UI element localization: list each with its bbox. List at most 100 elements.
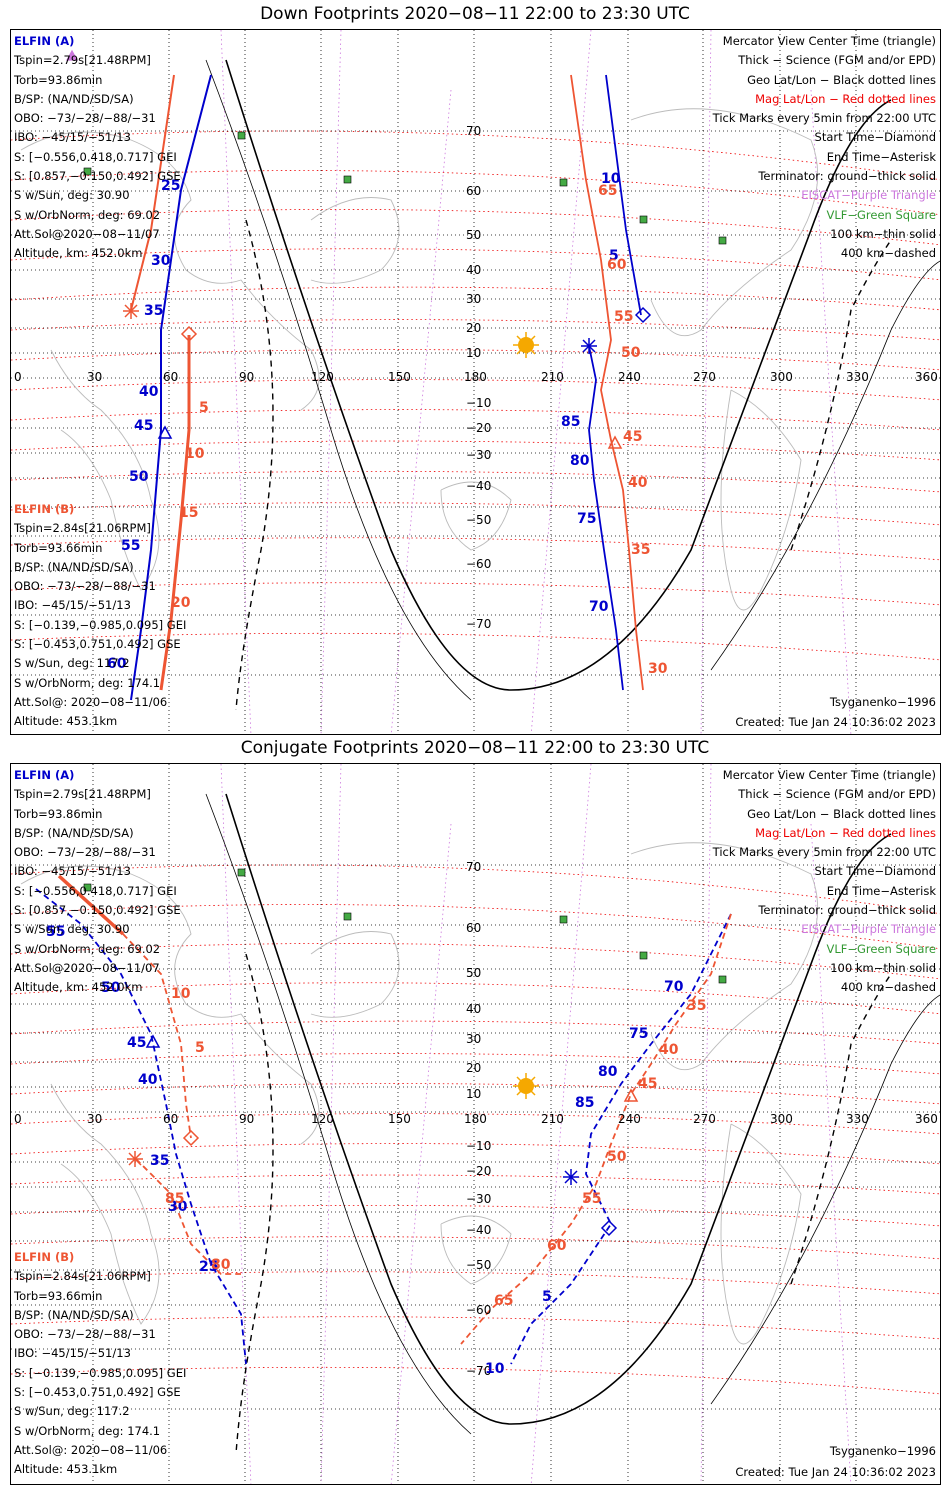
lat-tick: −10 <box>466 1139 492 1153</box>
info-line: S w/Sun, deg: 117.2 <box>14 656 130 671</box>
start-diamond-b <box>180 325 198 343</box>
legend-item: End Time−Asterisk <box>826 149 936 164</box>
lon-tick: 30 <box>87 1112 103 1126</box>
created-label: Created: Tue Jan 24 10:36:02 2023 <box>735 1465 936 1479</box>
track-label-b: 40 <box>659 1042 679 1058</box>
track-label-b: 60 <box>607 257 627 273</box>
legend-item: Geo Lat/Lon − Black dotted lines <box>747 806 936 821</box>
legend-item: Geo Lat/Lon − Black dotted lines <box>747 72 936 87</box>
vlf-stations <box>83 868 727 984</box>
elfin-a-track-right <box>588 74 642 691</box>
legend-item: 100 km−thin solid <box>830 960 936 975</box>
lat-tick: −40 <box>466 1223 492 1237</box>
elfin-a-track-right <box>510 913 732 1365</box>
info-line: S: [−0.453,0.751,0.492] GSE <box>14 637 181 652</box>
track-label-b: 65 <box>494 1293 514 1309</box>
track-label-a: 35 <box>150 1153 170 1169</box>
lat-tick: 50 <box>466 966 482 980</box>
map-canvas <box>11 30 940 734</box>
lat-tick: 20 <box>466 1061 482 1075</box>
track-label-a: 45 <box>134 418 154 434</box>
track-label-b: 35 <box>631 542 651 558</box>
center-triangle-b <box>623 1088 639 1102</box>
track-label-b: 20 <box>171 595 191 611</box>
info-line: Torb=93.86min <box>14 72 103 87</box>
info-line: S: [−0.556,0.418,0.717] GEI <box>14 883 177 898</box>
track-label-a: 85 <box>575 1095 595 1111</box>
coastlines <box>20 842 819 1345</box>
lat-tick: 50 <box>466 228 482 242</box>
start-diamond-a <box>634 306 652 324</box>
info-line: Att.Sol@2020−08−11/07 <box>14 226 160 241</box>
terminator-ground <box>225 59 892 691</box>
mag-meridians <box>220 764 852 1484</box>
info-line: Altitude: 453.1km <box>14 1462 118 1477</box>
lat-tick: −10 <box>466 396 492 410</box>
elfin-b-track-left <box>122 933 241 1275</box>
track-label-a: 60 <box>107 656 127 672</box>
lon-tick: 300 <box>770 370 793 384</box>
info-line: S w/Sun, deg: 30.90 <box>14 922 130 937</box>
elfin-a-header: ELFIN (A) <box>14 34 75 48</box>
elfin-b-info: ELFIN (B) Tspin=2.84s[21.06RPM] Torb=93.… <box>14 500 186 732</box>
track-label-a: 50 <box>129 469 149 485</box>
lon-tick: 120 <box>311 370 334 384</box>
lat-axis: 70 60 50 40 30 20 10 −10 −20 −30 −40 −50… <box>466 764 506 1484</box>
track-label-b: 50 <box>607 1149 627 1165</box>
elfin-a-track-left <box>130 74 212 701</box>
lat-tick: 60 <box>466 184 482 198</box>
terminator-100km <box>205 793 940 1435</box>
lat-tick: 30 <box>466 292 482 306</box>
elfin-a-info: ELFIN (A) Tspin=2.79s[21.48RPM] Torb=93.… <box>14 766 181 998</box>
track-label-a: 50 <box>101 980 121 996</box>
track-label-b: 50 <box>621 345 641 361</box>
lon-tick: 150 <box>388 370 411 384</box>
info-line: S w/OrbNorm, deg: 69.02 <box>14 941 161 956</box>
track-label-a: 75 <box>577 511 597 527</box>
legend-item: Tick Marks every 5min from 22:00 UTC <box>712 111 936 126</box>
track-label-a: 30 <box>168 1199 188 1215</box>
legend-item: Start Time−Diamond <box>814 864 936 879</box>
info-line: S: [0.857,−0.150,0.492] GSE <box>14 903 181 918</box>
lon-tick: 150 <box>388 1112 411 1126</box>
track-label-b: 60 <box>547 1238 567 1254</box>
legend: Mercator View Center Time (triangle) Thi… <box>713 766 936 998</box>
elfin-b-track-science <box>57 874 125 936</box>
track-label-b: 55 <box>614 309 634 325</box>
legend-item: EISCAT−Purple Triangle <box>801 188 936 203</box>
created-label: Created: Tue Jan 24 10:36:02 2023 <box>735 715 936 729</box>
track-label-b: 40 <box>628 475 648 491</box>
lat-tick: 40 <box>466 1002 482 1016</box>
legend-item: EISCAT−Purple Triangle <box>801 922 936 937</box>
track-label-b: 45 <box>623 429 643 445</box>
info-line: IBO: −45/15/−51/13 <box>14 130 131 145</box>
vlf-stations <box>83 131 727 245</box>
center-triangle-a <box>157 425 173 439</box>
lat-tick: 20 <box>466 321 482 335</box>
info-line: Att.Sol@2020−08−11/07 <box>14 960 160 975</box>
elfin-b-info: ELFIN (B) Tspin=2.84s[21.06RPM] Torb=93.… <box>14 1248 186 1480</box>
track-label-a: 55 <box>46 924 66 940</box>
lat-tick: 10 <box>466 1087 482 1101</box>
info-line: S w/Sun, deg: 30.90 <box>14 188 130 203</box>
lat-tick: 70 <box>466 124 482 138</box>
lat-tick: 10 <box>466 346 482 360</box>
info-line: Altitude, km: 452.0km <box>14 980 143 995</box>
elfin-b-header: ELFIN (B) <box>14 502 75 516</box>
lat-tick: −40 <box>466 479 492 493</box>
track-label-b: 35 <box>687 998 707 1014</box>
info-line: S w/OrbNorm, deg: 69.02 <box>14 207 161 222</box>
start-diamond-b <box>182 1129 200 1147</box>
lon-tick: 210 <box>541 1112 564 1126</box>
lon-tick: 270 <box>693 370 716 384</box>
track-label-a: 25 <box>161 178 181 194</box>
lon-tick: 90 <box>239 1112 255 1126</box>
legend-item: 100 km−thin solid <box>830 226 936 241</box>
info-line: S: [0.857,−0.150,0.492] GSE <box>14 169 181 184</box>
info-line: S: [−0.139,−0.985,0.095] GEI <box>14 617 187 632</box>
legend-item: 400 km−dashed <box>840 980 936 995</box>
track-label-a: 70 <box>664 979 684 995</box>
legend-item: End Time−Asterisk <box>826 883 936 898</box>
info-line: S: [−0.139,−0.985,0.095] GEI <box>14 1365 187 1380</box>
legend-item: Tick Marks every 5min from 22:00 UTC <box>712 845 936 860</box>
